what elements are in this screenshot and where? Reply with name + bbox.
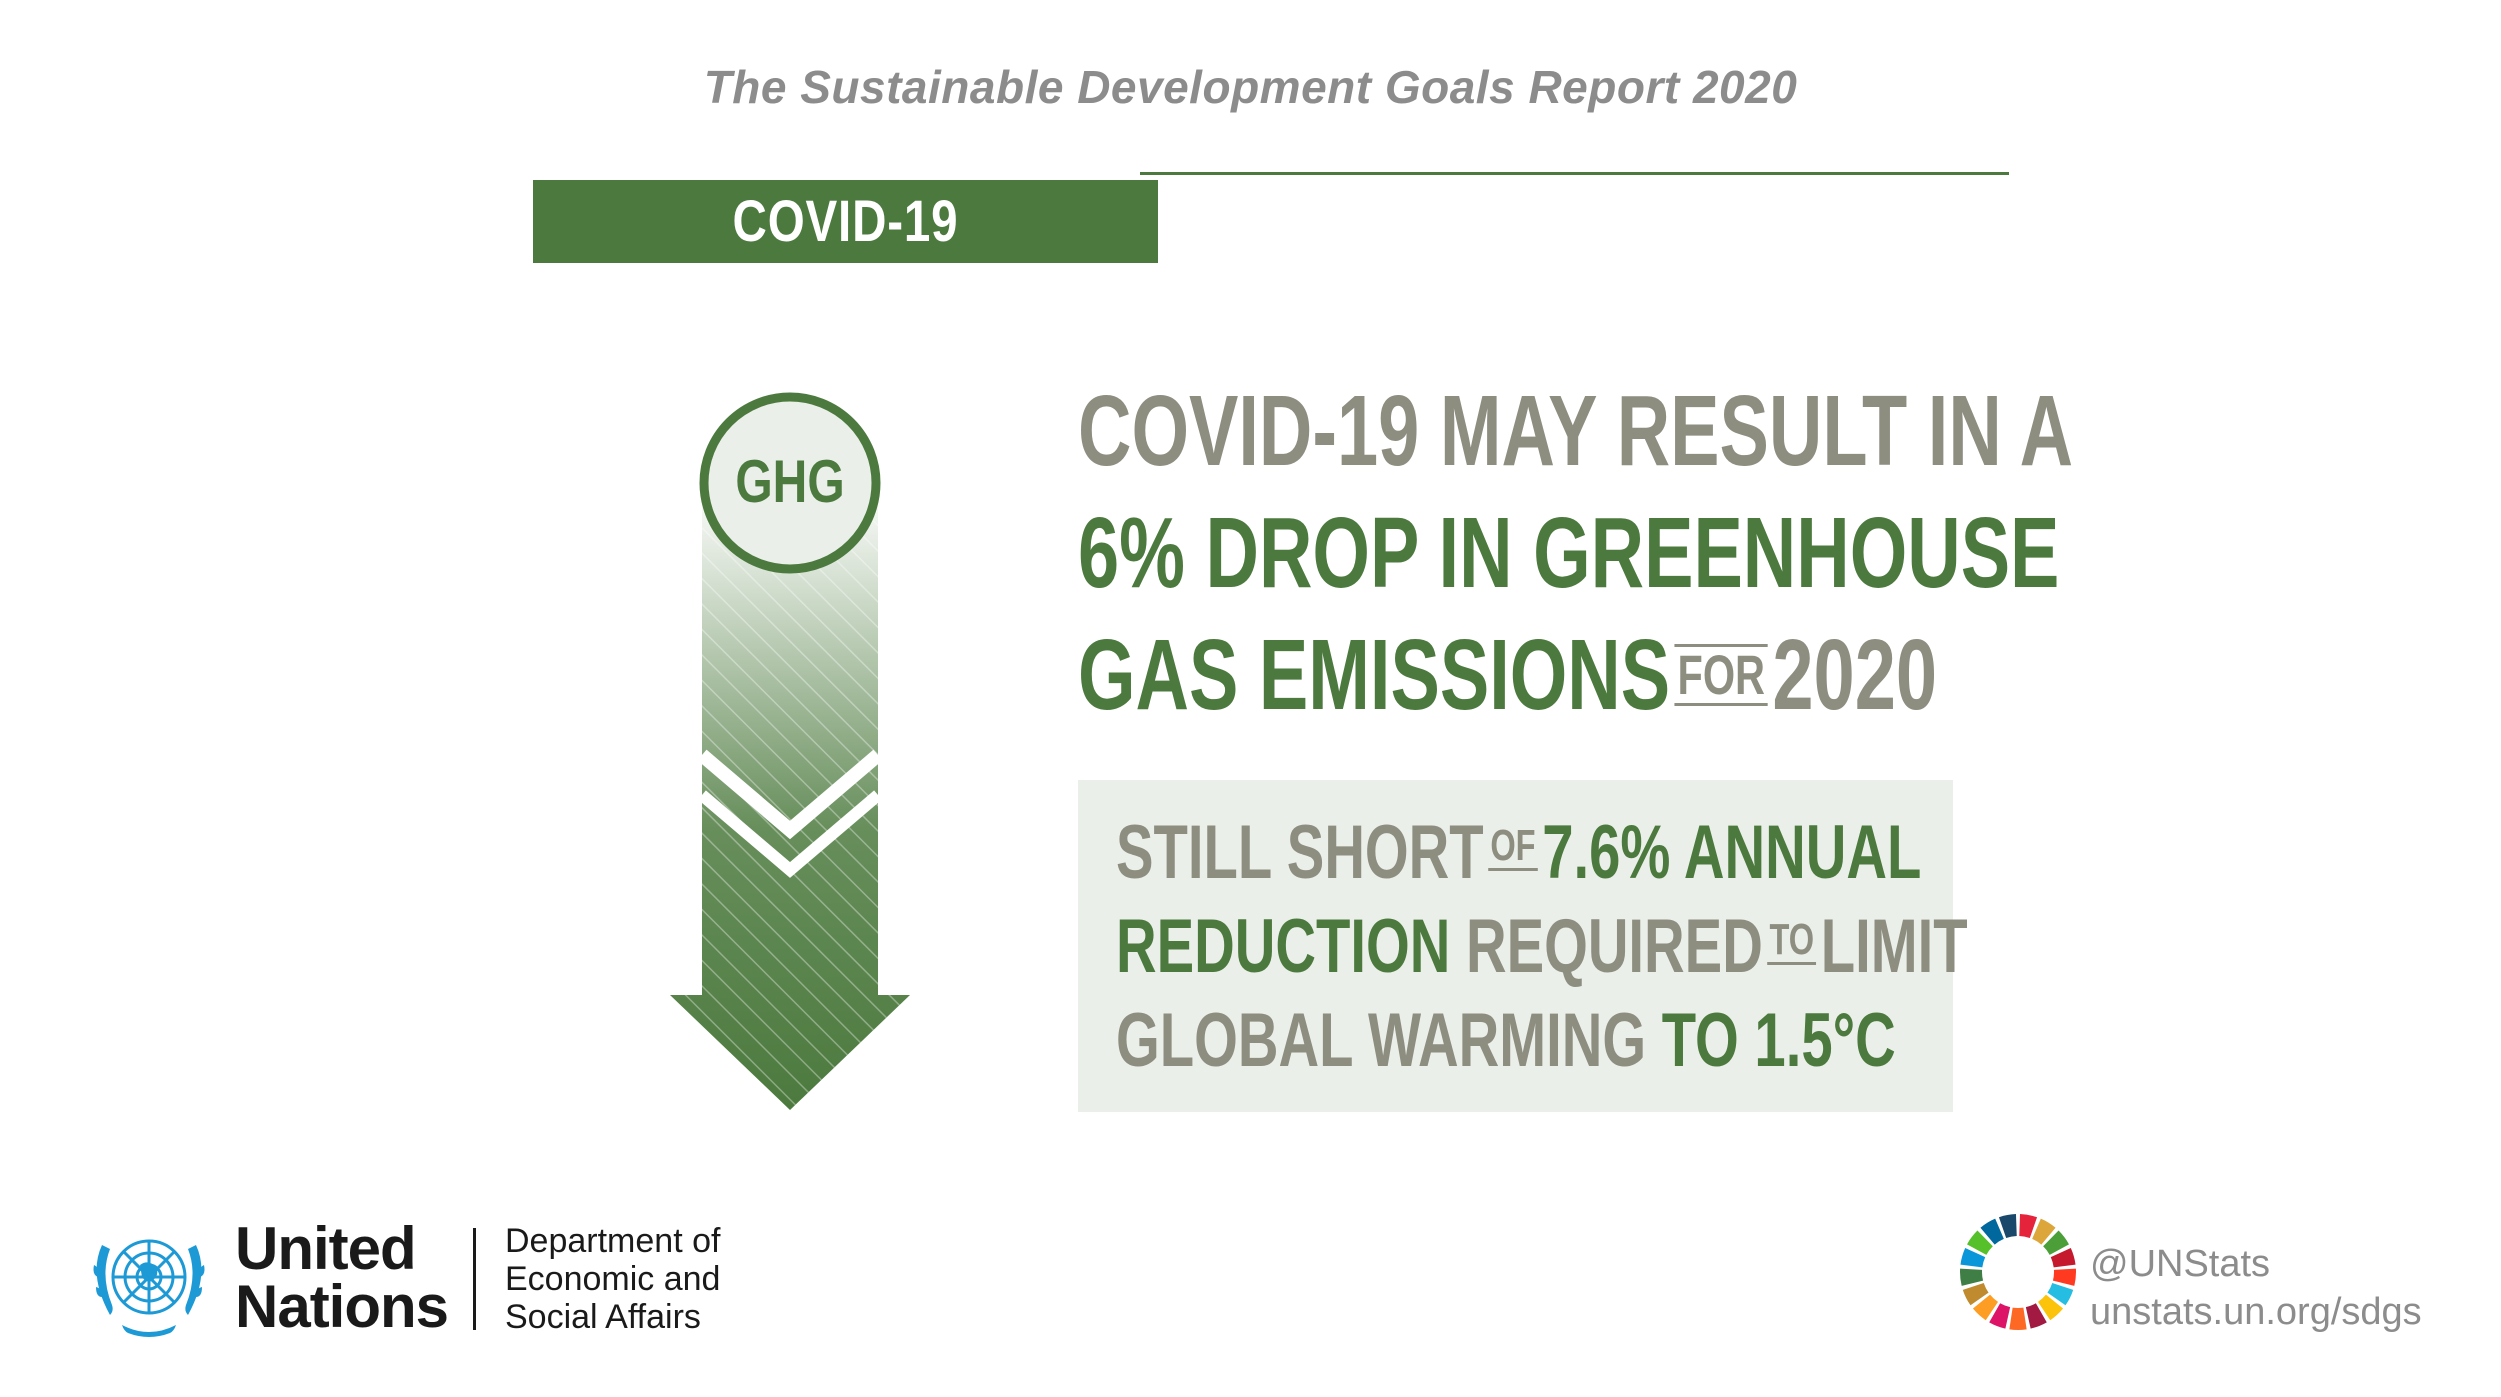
unstats-handle: @UNStats [2090,1243,2271,1285]
sdg-wheel-segment [1998,1214,2017,1238]
sdg-wheel-segment [2038,1294,2064,1321]
un-wordmark-line-2: Nations [235,1273,449,1340]
callout-text: STILL SHORT OF7.6% ANNUAL REDUCTION REQUI… [1116,806,2267,1088]
headline-line-1: COVID-19 MAY RESULT IN A [1078,375,2074,487]
un-emblem-icon [93,1239,205,1337]
headline-year: 2020 [1772,619,1938,731]
sdg-wheel-segment [1980,1218,2004,1245]
sdg-wheel-segment [1967,1230,1993,1255]
callout-global-warming: GLOBAL WARMING [1116,998,1647,1083]
dept-line-2: Economic and [505,1260,721,1298]
callout-target-temp: TO 1.5°C [1661,998,1896,1083]
section-divider-line [1140,172,2009,175]
callout-line-1: STILL SHORT OF7.6% ANNUAL [1116,806,1968,900]
logo-divider [473,1228,476,1330]
sdg-wheel-segment [2047,1283,2074,1306]
un-wordmark-line-1: United [235,1215,417,1282]
sdg-wheel-segment [1972,1294,1998,1321]
un-wordmark: United Nations [235,1215,449,1340]
headline-line-3: GAS EMISSIONS FOR2020 [1078,614,1937,736]
callout-line-3: GLOBAL WARMING TO 1.5°C [1116,994,1968,1088]
sdg-wheel-segment [2052,1268,2076,1286]
callout-box: STILL SHORT OF7.6% ANNUAL REDUCTION REQUI… [1078,780,1968,1112]
callout-reduction: REDUCTION [1116,904,1451,989]
sdg-wheel-segment [2050,1247,2076,1268]
callout-annual-rate: 7.6% ANNUAL [1542,810,1922,895]
report-title: The Sustainable Development Goals Report… [703,61,1798,113]
headline-for: FOR [1674,643,1768,706]
callout-limit: LIMIT [1820,904,1968,989]
callout-still-short: STILL SHORT [1116,810,1484,895]
unstats-url: unstats.un.org/sdgs [2090,1291,2422,1333]
sdg-wheel-segment [1962,1283,1989,1306]
headline-line-2: 6% DROP IN GREENHOUSE [1078,497,2060,609]
unstats-contact: @UNStats unstats.un.org/sdgs [2090,1240,2422,1336]
sdg-wheel-icon [1960,1214,2076,1330]
department-name: Department of Economic and Social Affair… [505,1222,720,1336]
sdg-wheel-segment [1989,1303,2011,1329]
sdg-wheel-segment [2009,1307,2027,1330]
callout-line-2: REDUCTION REQUIRED TOLIMIT [1116,900,1968,994]
section-tag-label: COVID-19 IMPLICATIONS [671,189,1020,337]
sdg-wheel-segment [2025,1303,2047,1329]
headline-gas-emissions: GAS EMISSIONS [1078,619,1671,731]
sdg-wheel-segment [1960,1268,1984,1286]
callout-of: OF [1488,824,1538,872]
sdg-wheel-segment [2019,1214,2038,1238]
dept-line-3: Social Affairs [505,1298,701,1336]
sdg-wheel-segment [2032,1218,2056,1245]
headline: COVID-19 MAY RESULT IN A 6% DROP IN GREE… [1078,370,2074,736]
callout-required: REQUIRED [1465,904,1763,989]
ghg-label: GHG [735,448,845,515]
dept-line-1: Department of [505,1222,721,1260]
ghg-down-arrow-icon [670,392,910,1110]
callout-to: TO [1767,918,1817,966]
sdg-wheel-segment [1960,1247,1986,1268]
sdg-wheel-segment [2043,1230,2069,1255]
section-tag: COVID-19 IMPLICATIONS [533,180,1158,337]
